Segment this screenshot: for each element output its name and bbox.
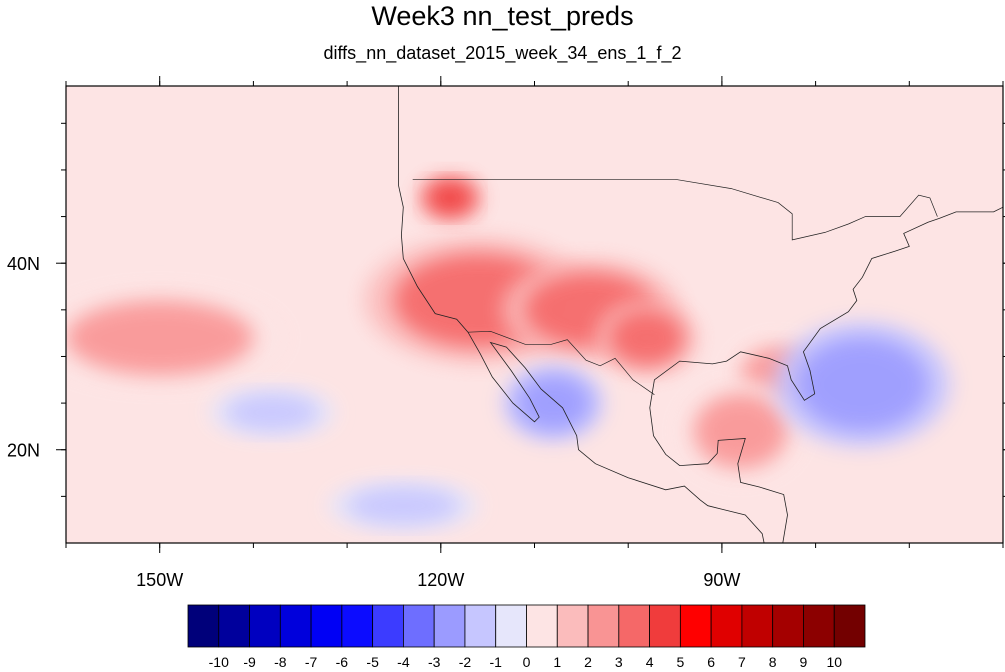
field-warm-anomaly xyxy=(426,181,474,215)
colorbar-label: 9 xyxy=(800,654,808,670)
colorbar-label: 0 xyxy=(523,654,531,670)
x-tick-label: 90W xyxy=(703,570,740,590)
chart-subtitle: diffs_nn_dataset_2015_week_34_ens_1_f_2 xyxy=(323,43,682,63)
us-canada-border xyxy=(412,178,938,241)
colorbar-label: 1 xyxy=(553,654,561,670)
colorbar-label: -10 xyxy=(209,654,229,670)
colorbar-label: 5 xyxy=(676,654,684,670)
colorbar-swatch xyxy=(433,604,466,648)
colorbar-swatch xyxy=(310,604,343,648)
continent-coastline xyxy=(398,86,1003,543)
field-warm-anomaly xyxy=(609,309,685,366)
field-cool-anomaly xyxy=(796,337,929,432)
colorbar-label: 7 xyxy=(738,654,746,670)
colorbar-swatch xyxy=(218,604,250,648)
field-warm-anomaly xyxy=(66,300,254,376)
colorbar-label: 6 xyxy=(707,654,715,670)
colorbar-label: -2 xyxy=(459,654,472,670)
colorbar-swatch xyxy=(279,604,312,648)
colorbar-swatch xyxy=(741,604,774,648)
field-cool-anomaly xyxy=(347,487,460,525)
colorbar-swatch xyxy=(618,604,650,648)
axis-ticks: 150W 120W 90W 40N 20N xyxy=(7,76,1005,590)
colorbar-label: 10 xyxy=(826,654,842,670)
colorbar-label: 2 xyxy=(584,654,592,670)
colorbar-swatch xyxy=(187,604,220,648)
coastline-outline xyxy=(398,86,1003,543)
field-cool-anomaly xyxy=(225,393,319,432)
colorbar-swatch xyxy=(372,604,404,648)
colorbar-swatch xyxy=(803,604,835,648)
chart-title: Week3 nn_test_preds xyxy=(371,1,634,31)
colorbar-label: -4 xyxy=(397,654,410,670)
x-tick-label: 120W xyxy=(417,570,464,590)
colorbar-swatch xyxy=(556,604,589,648)
colorbar-swatch xyxy=(403,604,435,648)
colorbar-label: -6 xyxy=(336,654,349,670)
colorbar-swatch xyxy=(710,604,743,648)
field-cool-anomaly xyxy=(515,375,591,432)
colorbar-swatch xyxy=(587,604,620,648)
field-warm-anomaly xyxy=(693,393,788,469)
colorbar-label: -1 xyxy=(490,654,503,670)
colorbar-label: -9 xyxy=(243,654,256,670)
colorbar-label: 3 xyxy=(615,654,623,670)
colorbar-label: -3 xyxy=(428,654,441,670)
colorbar: -10 -9 -8 -7 -6 -5 -4 -3 -2 -1 0 1 2 3 4 5 6 7 8 9 10 xyxy=(187,604,866,670)
colorbar-label: 8 xyxy=(769,654,777,670)
colorbar-swatch xyxy=(495,604,527,648)
colorbar-label: -5 xyxy=(366,654,379,670)
colorbar-swatch xyxy=(464,604,497,648)
colorbar-label: -7 xyxy=(305,654,318,670)
colorbar-swatch xyxy=(341,604,374,648)
colorbar-swatch xyxy=(526,604,558,648)
y-tick-label: 20N xyxy=(7,441,40,461)
y-tick-label: 40N xyxy=(7,254,40,274)
colorbar-swatch xyxy=(679,604,712,648)
us-mexico-border xyxy=(467,330,655,395)
colorbar-label: -8 xyxy=(274,654,287,670)
colorbar-swatch xyxy=(772,604,804,648)
colorbar-label: 4 xyxy=(646,654,654,670)
colorbar-swatch xyxy=(649,604,681,648)
colorbar-swatch xyxy=(249,604,281,648)
map-field xyxy=(66,86,1003,543)
x-tick-label: 150W xyxy=(136,570,183,590)
colorbar-swatch xyxy=(833,604,866,648)
